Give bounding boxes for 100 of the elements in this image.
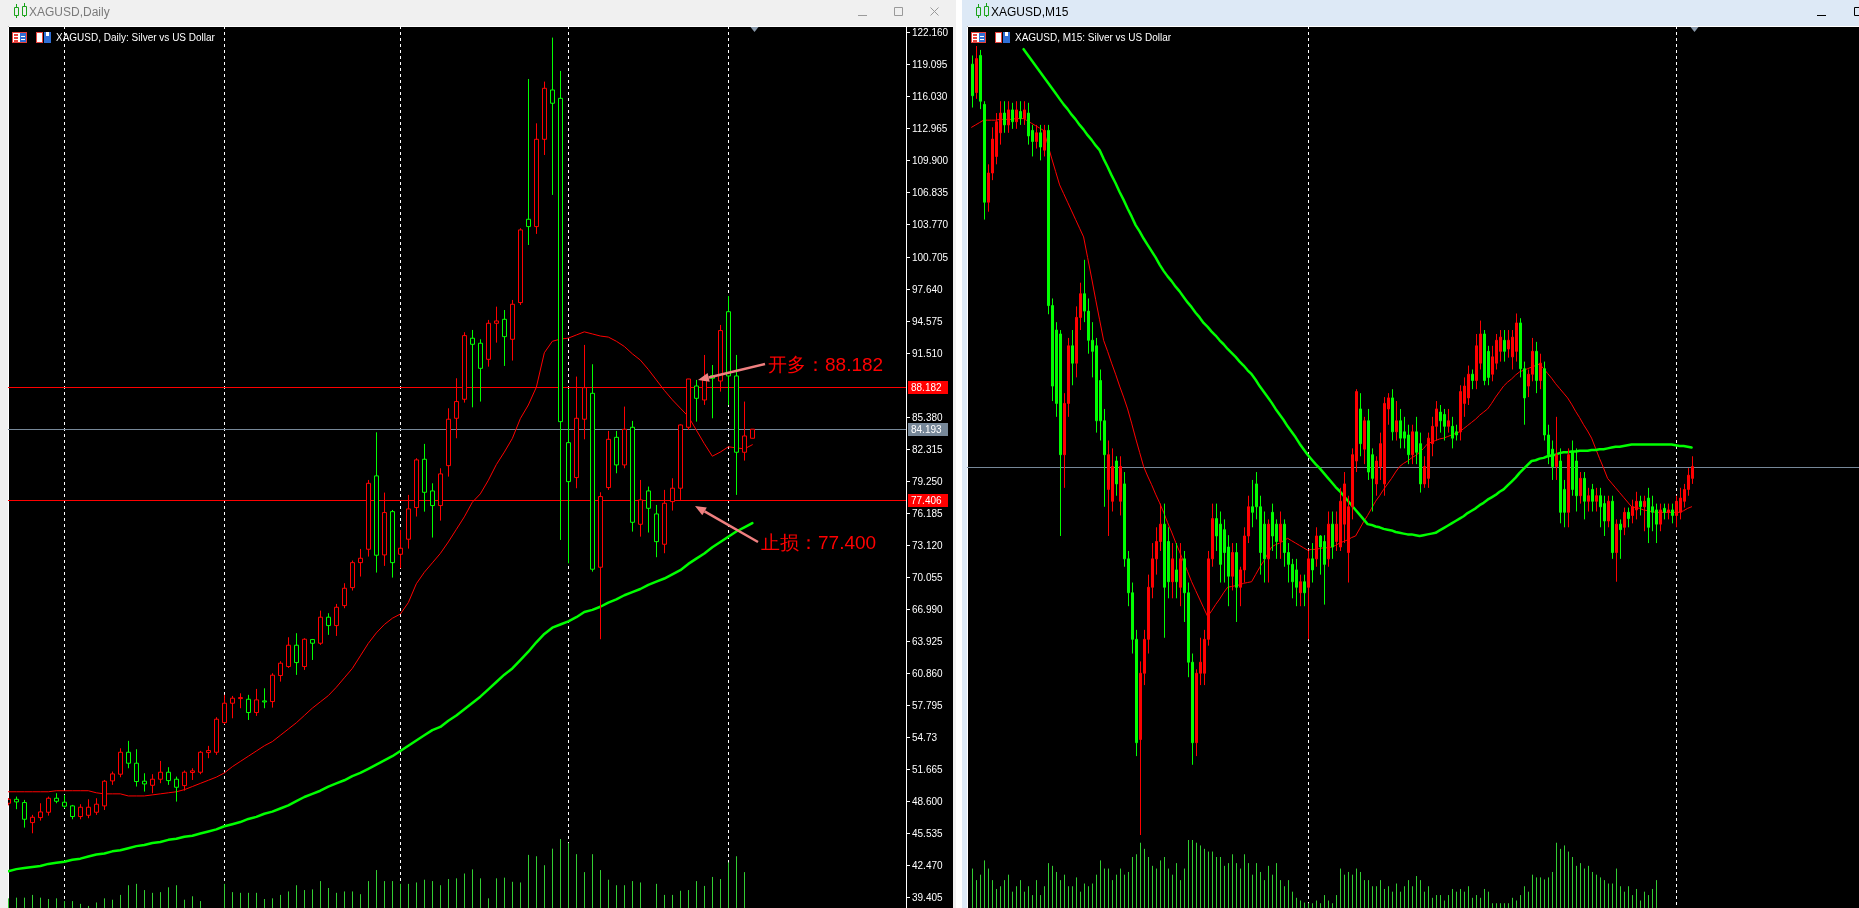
candlestick [1503,329,1506,363]
candlestick [1647,487,1650,544]
y-tick-label: 73.120 [912,540,944,551]
y-tick-label: 51.665 [912,764,944,775]
chart-title: XAGUSD,M15 [991,5,1069,19]
candlestick [1643,495,1646,532]
candlestick [1443,408,1446,441]
candlestick [374,431,379,574]
candlestick [358,548,363,578]
candlestick [1399,408,1402,449]
y-tick-label: 91.510 [912,348,944,359]
text: 开多：88.182 [768,354,884,375]
candlestick [342,582,347,609]
candlestick [1331,511,1334,560]
candlestick [550,37,555,196]
candlestick [526,78,531,246]
candlestick [1011,102,1014,130]
y-tick-label: 109.900 [912,155,949,166]
candlestick [1627,507,1630,528]
candlestick [1567,447,1570,528]
candlestick [1267,518,1270,584]
candlestick [206,745,211,759]
candlestick [110,771,115,786]
text: XAGUSD, Daily: Silver vs US Dollar [56,32,216,43]
candlestick [294,632,299,676]
y-tick-label: 70.055 [912,572,944,583]
candlestick [566,388,571,564]
y-tick-label: 60.860 [912,668,944,679]
y-tick-label: 94.575 [912,316,944,327]
y-tick-label: 103.770 [912,219,949,230]
candlestick [1363,416,1366,465]
candlestick [1591,483,1594,513]
candlestick [254,688,259,717]
candlestick [486,319,491,368]
candlestick [270,672,275,709]
candlestick [510,299,515,362]
candlestick [1539,353,1542,390]
ref-line-label: 88.182 [911,382,943,393]
candlestick [62,794,67,809]
candlestick [558,70,563,541]
candlestick [142,772,147,793]
candlestick [1019,100,1022,126]
candlestick [1671,503,1674,524]
candlestick [222,694,227,725]
candlestick [1003,100,1006,134]
y-tick-label: 63.925 [912,636,944,647]
candlestick [1583,471,1586,520]
candlestick [246,694,251,721]
candlestick [726,295,731,406]
candlestick [1667,503,1670,520]
candlestick [1231,542,1234,591]
candlestick [198,750,203,775]
y-tick-label: 119.095 [912,59,948,70]
candlestick [1611,495,1614,560]
candlestick [190,767,195,781]
candlestick [1043,124,1046,157]
candlestick [1619,518,1622,560]
y-tick-label: 48.600 [912,796,944,807]
candlestick [1179,542,1182,607]
candlestick [334,603,339,637]
candlestick [470,329,475,408]
chart-title: XAGUSD,Daily [29,5,110,19]
candlestick [1391,388,1394,441]
y-tick-label: 76.185 [912,508,944,519]
candlestick [1579,471,1582,505]
y-tick-label: 45.535 [912,828,944,839]
candlestick [1447,408,1450,434]
candlestick [734,354,739,496]
ref-line-label: 77.406 [911,495,943,506]
candlestick [1035,124,1038,150]
y-tick-label: 112.965 [912,123,948,134]
candlestick [318,610,323,646]
y-tick-label: 57.795 [912,700,944,711]
candlestick [494,306,499,344]
candlestick [742,401,747,462]
candlestick [398,529,403,569]
candlestick [1235,542,1238,623]
candlestick [1607,495,1610,528]
candlestick [1555,416,1558,481]
y-tick-label: 39.405 [912,892,944,903]
candlestick [1395,400,1398,441]
candlestick [46,796,51,817]
candlestick [14,796,19,810]
candlestick [1535,341,1538,394]
line-series [8,521,754,873]
candlestick [1107,440,1110,537]
candlestick [1311,542,1314,584]
candlestick [983,100,986,221]
y-tick-label: 66.990 [912,604,944,615]
candlestick [262,687,267,709]
candlestick [286,636,291,669]
candlestick [174,776,179,803]
candlestick [630,420,635,533]
candlestick [1175,542,1178,599]
candlestick [166,766,171,786]
candlestick [30,814,35,834]
y-tick-label: 79.250 [912,476,944,487]
y-tick-label: 97.640 [912,284,944,295]
candlestick [158,760,163,784]
candlestick [1323,534,1326,606]
